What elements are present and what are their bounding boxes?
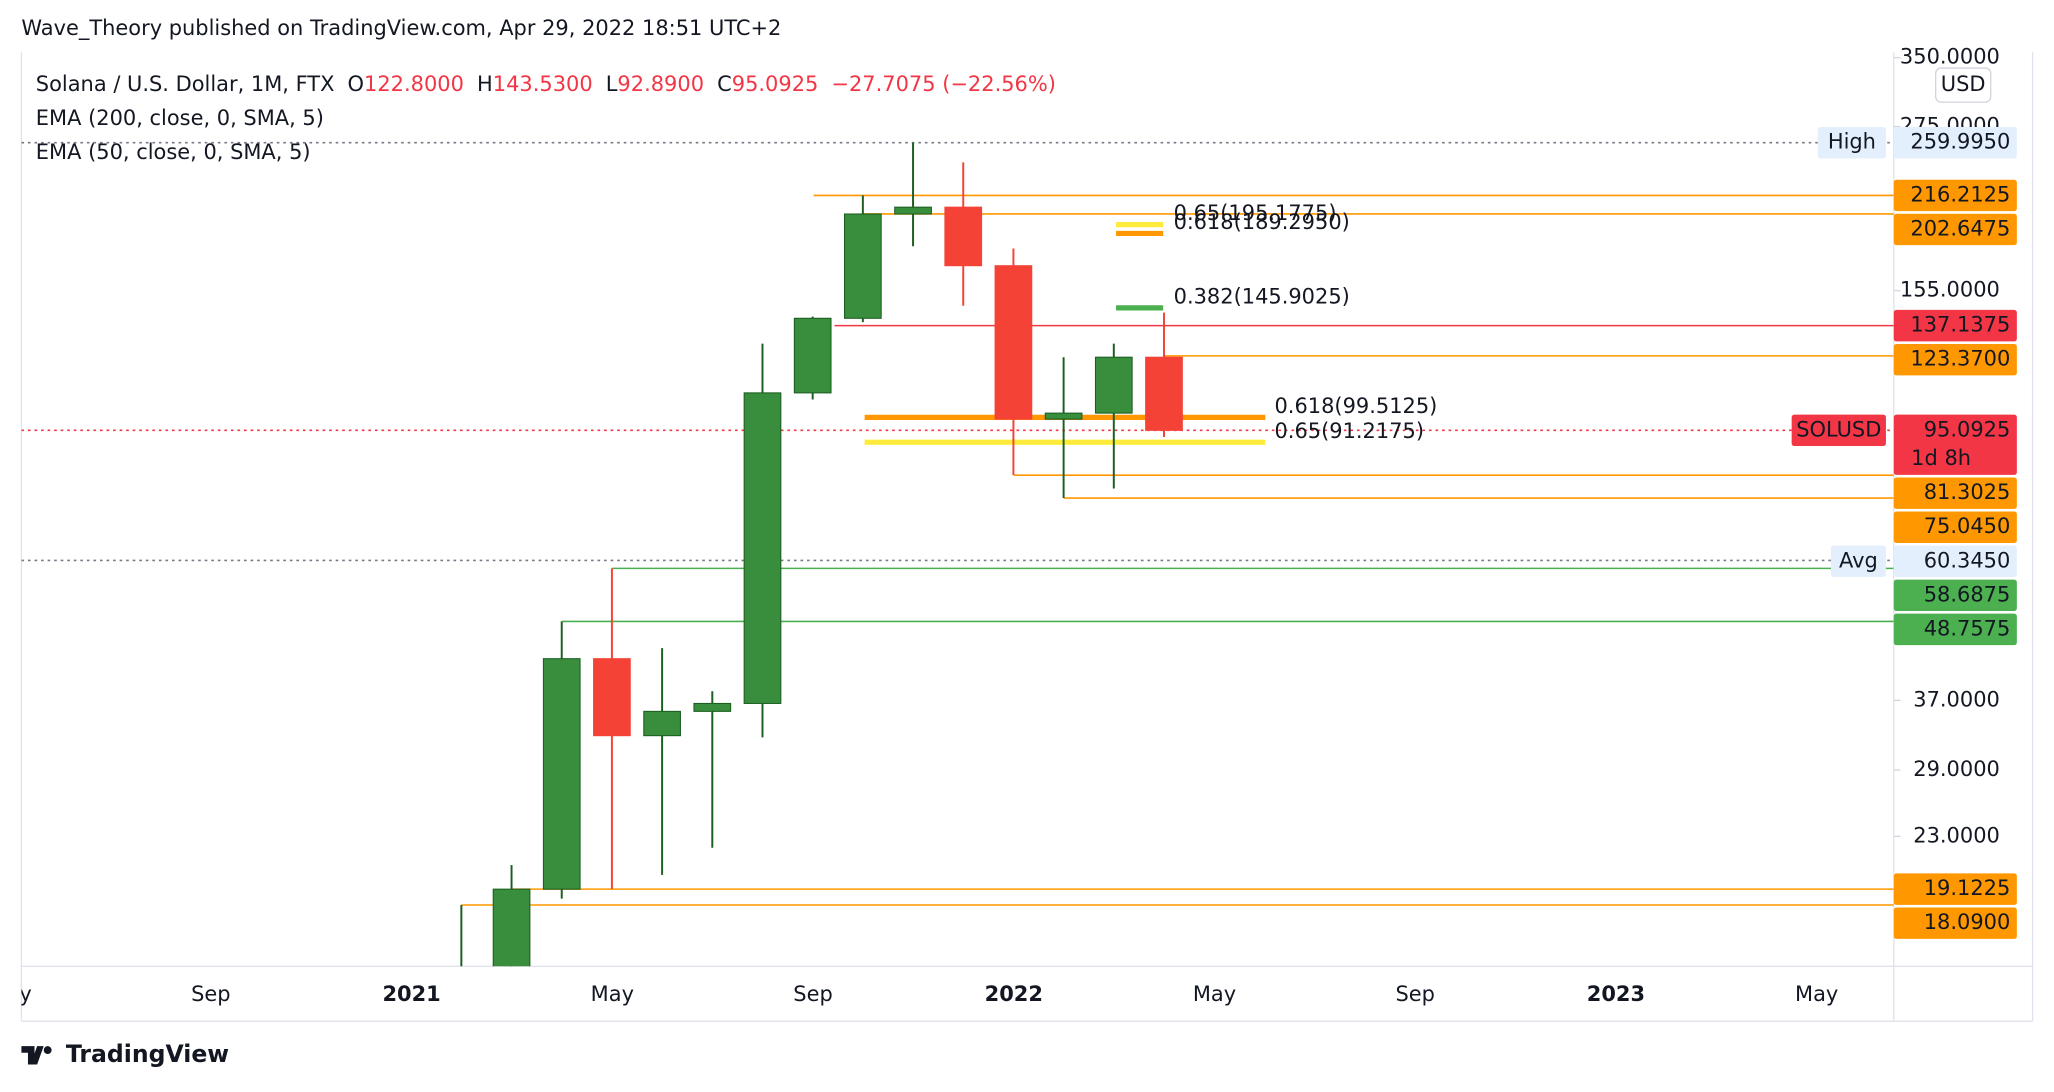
candle-body (1094, 356, 1133, 414)
price-tag: SOLUSD (1796, 417, 1881, 441)
fib-label: 0.382(145.9025) (1174, 284, 1350, 308)
x-tick-label: May (1193, 982, 1236, 1006)
x-tick-label: Sep (191, 982, 230, 1006)
candle-body (492, 888, 531, 967)
fib-label: 0.65(195.1775) (1174, 201, 1337, 225)
price-label: 123.3700 (1910, 347, 2010, 371)
price-tag-box (1817, 126, 1886, 159)
logo: TradingView (21, 1040, 229, 1068)
x-tick-label: 2022 (985, 982, 1043, 1006)
y-tick-label: 350.0000 (1900, 45, 2000, 69)
candle-body (693, 702, 732, 712)
price-label-box (1893, 873, 2017, 905)
x-axis: May Sep 2021 May Sep 2022 May Sep 2023 May (0, 982, 1838, 1006)
indicator: EMA (50, close, 0, SMA, 5) (36, 140, 311, 164)
logo-icon (21, 1046, 52, 1065)
publisher: Wave_Theory published on TradingView.com… (21, 16, 781, 40)
indicator: EMA (200, close, 0, SMA, 5) (36, 106, 324, 130)
ohlc-key: L (606, 72, 618, 96)
ohlc-key: O (348, 72, 364, 96)
price-label: 81.3025 (1924, 480, 2011, 504)
x-tick-label: May (591, 982, 634, 1006)
x-tick-label: 2021 (382, 982, 440, 1006)
candle-body (894, 206, 932, 215)
candle-body (542, 658, 581, 890)
ohlc-key: H (477, 72, 493, 96)
fib-label: 0.618(99.5125) (1274, 394, 1437, 418)
price-label: 202.6475 (1910, 216, 2010, 240)
candle-body (844, 213, 882, 319)
price-label-box (1893, 579, 2017, 612)
candle-body (793, 317, 832, 394)
candle-body (944, 206, 983, 267)
price-label-box (1893, 511, 2017, 543)
fib-label: 0.65(91.2175) (1274, 419, 1424, 443)
candle-body (743, 392, 782, 704)
candle-body (1145, 356, 1183, 431)
x-tick-label: May (1795, 982, 1838, 1006)
ohlc-value: 95.0925 (732, 72, 819, 96)
price-label: 19.1225 (1924, 876, 2011, 900)
price-label: 60.3450 (1924, 548, 2011, 572)
price-label-box (1893, 414, 2017, 475)
candle-body (643, 710, 681, 737)
price-label: 216.2125 (1910, 182, 2010, 206)
ohlc-value: 92.8900 (617, 72, 704, 96)
y-tick-label: 37.0000 (1913, 687, 2000, 711)
y-axis: 350.0000275.0000155.000037.000029.000023… (1791, 45, 2017, 939)
x-tick-label: 2023 (1587, 982, 1645, 1006)
price-label-box (1893, 179, 2017, 212)
price-label: 75.0450 (1924, 514, 2011, 538)
fib-label: 0.618(189.2950) (1174, 210, 1350, 234)
candle-body (1044, 412, 1083, 420)
plot: 0.65(195.1775)0.618(189.2950) 0.382(145.9… (21, 141, 1894, 988)
ohlc-value: 122.8000 (364, 72, 464, 96)
price-label: 259.9950 (1910, 130, 2010, 154)
price-label-box (1893, 213, 2017, 246)
price-label-box (1893, 545, 2017, 577)
y-tick-label: 155.0000 (1900, 278, 2000, 302)
x-tick-label: Sep (1395, 982, 1434, 1006)
symbol-legend: Solana / U.S. Dollar, 1M, FTX O122.8000 H1… (36, 72, 1056, 96)
candle-body (593, 658, 631, 737)
currency[interactable]: USD (1941, 72, 1986, 96)
price-label-box (1893, 126, 2017, 159)
price-tag: High (1828, 130, 1876, 154)
price-tag-box (1791, 414, 1886, 447)
symbol: Solana / U.S. Dollar, 1M, FTX (36, 72, 335, 96)
y-tick-label: 29.0000 (1913, 757, 2000, 781)
x-tick-label: Sep (793, 982, 832, 1006)
currency-box[interactable] (1935, 67, 1992, 103)
price-label-sub: 1d 8h (1911, 446, 1971, 470)
price-label-box (1893, 343, 2017, 376)
ohlc-value: 143.5300 (493, 72, 593, 96)
y-tick-label: 23.0000 (1913, 823, 2000, 847)
brand: TradingView (66, 1040, 229, 1068)
price-label: 18.0900 (1924, 910, 2011, 934)
ohlc-key: C (717, 72, 732, 96)
change: −27.7075 (−22.56%) (831, 72, 1056, 96)
price-tag: Avg (1839, 548, 1878, 572)
price-tag-box (1830, 545, 1886, 577)
price-label-box (1893, 477, 2017, 509)
price-label: 58.6875 (1924, 582, 2011, 606)
price-label-box (1893, 613, 2017, 646)
price-label-box (1893, 907, 2017, 939)
price-label: 95.0925 (1924, 417, 2011, 441)
price-label-box (1893, 309, 2017, 342)
price-label: 137.1375 (1910, 313, 2010, 337)
x-tick-label: May (0, 982, 32, 1006)
candle-body (443, 968, 480, 988)
price-label: 48.7575 (1924, 616, 2011, 640)
candle-body (994, 265, 1033, 420)
